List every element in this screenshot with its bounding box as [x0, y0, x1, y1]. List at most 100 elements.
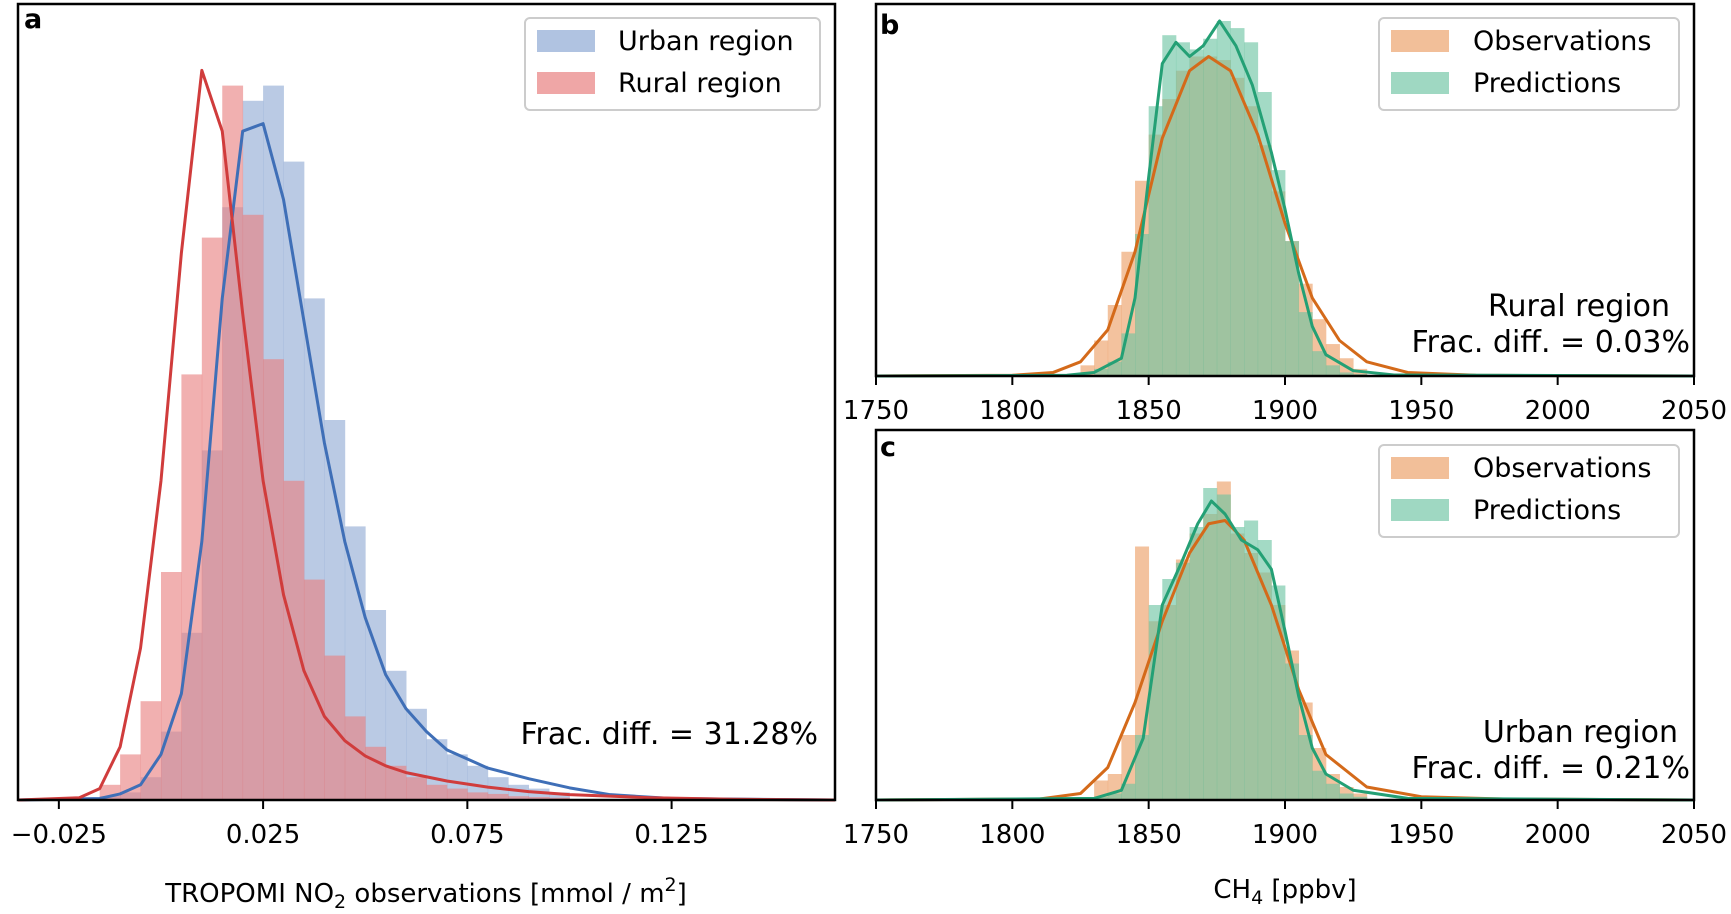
panel-b-annotation: Frac. diff. = 0.03% [1412, 325, 1690, 360]
panel-c: 1750 1800 1850 1900 1950 2000 2050 c Observati… [843, 428, 1727, 909]
legend-swatch-predictions [1391, 499, 1449, 521]
panel-a-frame [16, 2, 837, 802]
panel-b-plot-area [875, 19, 1695, 378]
x-tick-label: 1950 [1388, 820, 1454, 850]
panel-c-letter: c [880, 432, 896, 463]
legend-label-rural: Rural region [618, 68, 782, 99]
hist-bar-predictions [1285, 663, 1300, 800]
x-tick-label: 1900 [1252, 396, 1318, 426]
hist-bar-predictions [1325, 783, 1340, 800]
hist-bar-predictions [1148, 605, 1163, 800]
panel-b-region-label: Rural region [1488, 289, 1670, 324]
hist-bar-rural [120, 754, 141, 800]
x-tick-label: 1800 [979, 820, 1045, 850]
legend-swatch-observations [1391, 457, 1449, 479]
panel-c-annotation: Frac. diff. = 0.21% [1412, 751, 1690, 786]
panel-b-legend: Observations Predictions [1378, 17, 1680, 111]
kde-line-predictions [875, 499, 1695, 802]
panel-b-x-axis: 1750 1800 1850 1900 1950 2000 2050 [843, 376, 1727, 426]
legend-box [524, 17, 821, 111]
panel-b-letter: b [880, 10, 899, 41]
kde-line-predictions [875, 19, 1695, 378]
hist-bar-rural [406, 777, 427, 800]
hist-bar-predictions [1312, 351, 1327, 376]
hist-bar-predictions [1230, 28, 1245, 376]
hist-bar-rural [446, 788, 468, 800]
hist-bar-predictions [1325, 365, 1340, 376]
hist-bar-predictions [1257, 92, 1272, 376]
x-tick-label: 0.075 [430, 820, 504, 850]
panel-a-annotation: Frac. diff. = 31.28% [520, 717, 818, 752]
hist-bar-rural [365, 746, 387, 800]
x-tick-label: 1750 [843, 396, 909, 426]
hist-bar-predictions [1339, 793, 1354, 800]
hist-bar-predictions [1189, 527, 1204, 800]
hist-bar-urban [549, 792, 570, 800]
x-tick-label: 2000 [1525, 820, 1591, 850]
hist-bar-predictions [1244, 520, 1259, 800]
legend-box [1378, 444, 1680, 538]
hist-bar-rural [303, 579, 325, 800]
hist-bar-rural [263, 359, 284, 800]
hist-bar-predictions [1094, 368, 1109, 376]
hist-bar-urban [467, 765, 489, 800]
legend-swatch-observations [1391, 30, 1449, 52]
x-tick-label: 2050 [1661, 396, 1727, 426]
legend-swatch-urban [537, 30, 595, 52]
hist-bar-predictions [1257, 540, 1272, 800]
hist-bar-predictions [1203, 38, 1218, 376]
hist-bar-predictions [1175, 42, 1190, 377]
x-tick-label: 1800 [979, 396, 1045, 426]
kde-line-urban [17, 122, 836, 802]
x-tick-label: 0.025 [226, 820, 300, 850]
hist-bar-predictions [1121, 783, 1136, 800]
x-tick-label: 1750 [843, 820, 909, 850]
kde-line-observations [875, 519, 1695, 802]
panel-a-plot-area [17, 68, 836, 802]
panel-c-xlabel: CH4 [ppbv] [1213, 875, 1356, 909]
panel-c-plot-area [875, 481, 1695, 802]
panel-a: −0.025 0.025 0.075 0.125 a Urban region Rur… [11, 2, 837, 913]
hist-bar-predictions [1216, 494, 1231, 800]
panel-a-xlabel: TROPOMI NO2 observations [mmol / m2] [164, 874, 687, 913]
kde-line-rural [17, 68, 836, 802]
hist-bar-predictions [1285, 241, 1300, 376]
hist-bar-predictions [1162, 579, 1177, 800]
hist-bar-predictions [1107, 793, 1122, 800]
x-tick-label: 0.125 [634, 820, 708, 850]
hist-bar-predictions [1353, 796, 1368, 800]
panel-a-letter: a [24, 4, 42, 35]
hist-bar-predictions [1189, 49, 1204, 377]
kde-line-observations [875, 55, 1695, 378]
hist-bar-observations [1080, 365, 1095, 376]
x-tick-label: −0.025 [11, 820, 107, 850]
legend-label-observations: Observations [1473, 453, 1651, 484]
hist-bar-rural [344, 716, 366, 800]
hist-bar-predictions [1203, 488, 1218, 800]
hist-bar-predictions [1135, 234, 1150, 376]
x-tick-label: 1850 [1116, 820, 1182, 850]
hist-bar-rural [181, 374, 203, 800]
hist-bar-predictions [1312, 770, 1327, 800]
panel-c-x-axis: 1750 1800 1850 1900 1950 2000 2050 [843, 800, 1727, 850]
hist-bar-rural [283, 480, 305, 800]
hist-bar-rural [222, 85, 244, 801]
legend-swatch-rural [537, 72, 595, 94]
hist-bar-predictions [1230, 527, 1245, 800]
hist-bar-rural [528, 796, 550, 800]
panel-a-legend: Urban region Rural region [524, 17, 821, 111]
hist-bar-predictions [1107, 361, 1122, 376]
hist-bar-urban [528, 788, 550, 800]
legend-label-urban: Urban region [618, 26, 794, 57]
x-tick-label: 1900 [1252, 820, 1318, 850]
hist-bar-predictions [1162, 35, 1177, 376]
x-tick-label: 2050 [1661, 820, 1727, 850]
legend-swatch-predictions [1391, 72, 1449, 94]
hist-bar-predictions [1298, 735, 1313, 800]
hist-bar-predictions [1175, 562, 1190, 800]
x-tick-label: 1850 [1116, 396, 1182, 426]
x-tick-label: 2000 [1525, 396, 1591, 426]
hist-bar-rural [508, 796, 530, 800]
hist-bar-rural [487, 793, 509, 800]
